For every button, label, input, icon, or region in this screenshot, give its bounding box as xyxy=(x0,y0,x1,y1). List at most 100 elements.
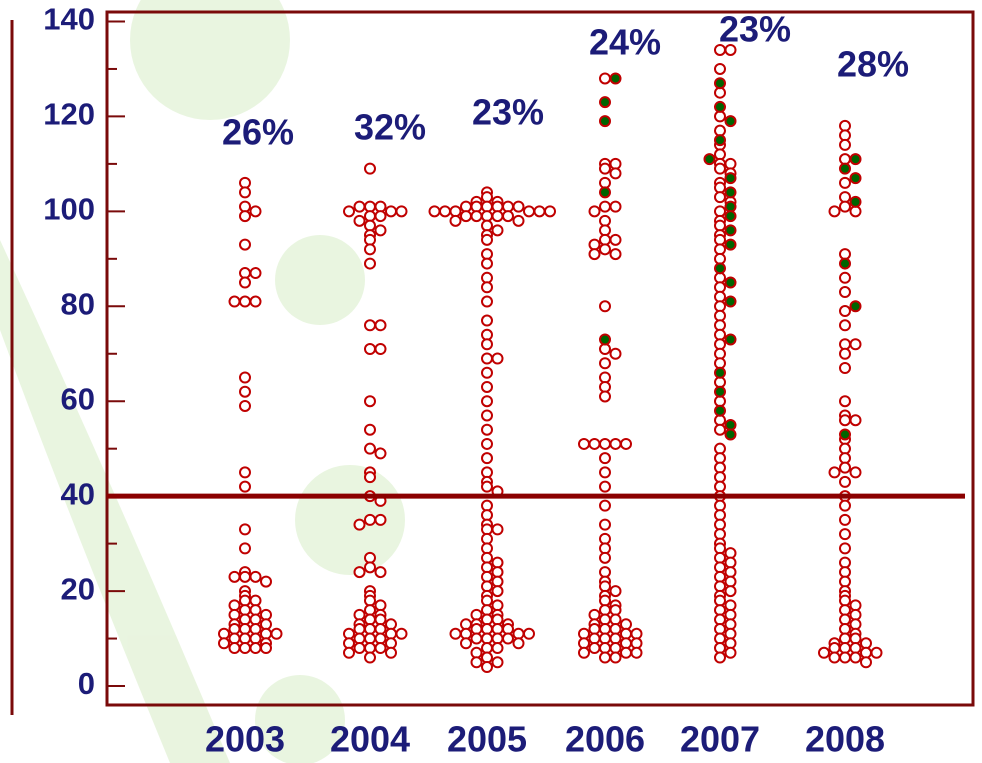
point xyxy=(239,371,251,384)
point xyxy=(491,210,504,223)
highlight-point xyxy=(849,172,862,185)
point xyxy=(460,637,472,650)
point xyxy=(839,513,851,526)
annotation: 32% xyxy=(354,107,426,148)
x-tick-label: 2007 xyxy=(680,719,760,760)
point xyxy=(839,475,851,488)
point xyxy=(609,248,622,261)
point xyxy=(714,62,726,75)
point xyxy=(839,347,851,360)
point xyxy=(839,651,851,664)
point xyxy=(374,343,387,356)
annotation: 26% xyxy=(222,112,294,153)
highlight-point xyxy=(714,262,726,275)
point xyxy=(481,338,493,351)
point xyxy=(609,347,622,360)
point xyxy=(860,656,872,669)
point xyxy=(481,257,493,270)
point xyxy=(578,646,590,659)
point xyxy=(481,380,493,393)
highlight-point xyxy=(724,172,737,185)
point xyxy=(491,656,504,669)
point xyxy=(481,395,493,408)
point xyxy=(395,205,408,218)
point xyxy=(364,471,376,484)
highlight-point xyxy=(724,115,737,128)
point xyxy=(599,72,611,85)
point xyxy=(470,656,483,669)
highlight-point xyxy=(849,300,862,313)
point xyxy=(491,352,504,365)
point xyxy=(481,661,493,674)
point xyxy=(588,437,601,450)
point xyxy=(512,200,525,213)
point xyxy=(491,585,504,598)
point xyxy=(491,224,504,237)
point xyxy=(449,627,462,640)
highlight-point xyxy=(599,115,611,128)
x-tick-label: 2003 xyxy=(205,719,285,760)
highlight-point xyxy=(714,385,726,398)
point xyxy=(239,186,251,199)
point xyxy=(839,176,851,189)
point xyxy=(609,167,622,180)
x-tick-label: 2004 xyxy=(330,719,410,760)
y-tick-label: 140 xyxy=(43,2,95,37)
highlight-point xyxy=(599,186,611,199)
y-tick-label: 80 xyxy=(61,286,95,321)
point xyxy=(481,352,493,365)
y-tick-label: 120 xyxy=(43,97,95,132)
point xyxy=(818,646,830,659)
point xyxy=(599,551,611,564)
point xyxy=(599,200,611,213)
point xyxy=(239,570,251,583)
y-tick-label: 20 xyxy=(61,571,95,606)
point xyxy=(374,447,387,460)
point xyxy=(364,513,376,526)
highlight-point xyxy=(839,162,851,175)
point xyxy=(599,390,611,403)
point xyxy=(228,570,241,583)
point xyxy=(491,642,504,655)
point xyxy=(353,214,366,227)
point xyxy=(481,437,493,450)
point xyxy=(839,138,851,151)
y-tick-label: 60 xyxy=(61,381,95,416)
point xyxy=(849,338,862,351)
point xyxy=(353,200,366,213)
point xyxy=(343,205,355,218)
point xyxy=(839,200,851,213)
point xyxy=(470,210,483,223)
point xyxy=(470,632,483,645)
highlight-point xyxy=(724,186,737,199)
highlight-point xyxy=(599,333,611,346)
point xyxy=(364,343,376,356)
point xyxy=(260,642,272,655)
highlight-point xyxy=(839,428,851,441)
point xyxy=(270,627,283,640)
x-tick-label: 2006 xyxy=(565,719,645,760)
point xyxy=(714,162,726,175)
point xyxy=(849,651,862,664)
point xyxy=(481,423,493,436)
annotation: 24% xyxy=(589,22,661,63)
point xyxy=(374,513,387,526)
highlight-point xyxy=(724,428,737,441)
point xyxy=(599,357,611,370)
point xyxy=(588,248,601,261)
point xyxy=(364,243,376,256)
highlight-point xyxy=(599,96,611,109)
point xyxy=(228,295,241,308)
highlight-point xyxy=(724,333,737,346)
point xyxy=(364,561,376,574)
point xyxy=(364,395,376,408)
point xyxy=(724,43,737,56)
x-tick-label: 2005 xyxy=(447,719,527,760)
point xyxy=(630,646,643,659)
point xyxy=(512,637,525,650)
point xyxy=(353,518,366,531)
point xyxy=(428,205,441,218)
annotation: 23% xyxy=(719,9,791,50)
point xyxy=(374,319,387,332)
point xyxy=(523,205,535,218)
